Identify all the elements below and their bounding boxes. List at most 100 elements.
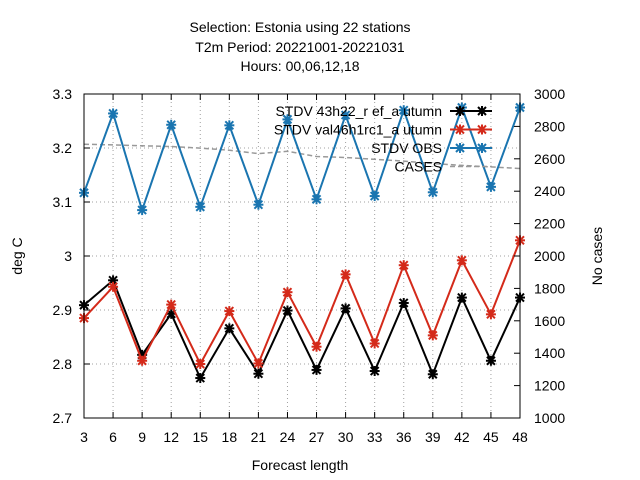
legend: STDV 43h22_r ef_a utumn STDV val46h1rc1_a… <box>274 103 492 175</box>
series-1-point <box>137 355 148 366</box>
y2-tick-label: 1800 <box>534 280 565 296</box>
series-0-point <box>427 369 438 380</box>
plot-frame <box>83 93 521 419</box>
series-1-point <box>485 309 496 320</box>
y2-tick-label: 3000 <box>534 86 565 102</box>
series-3 <box>83 143 521 170</box>
series-3-line <box>83 143 521 170</box>
y-tick-label: 3.1 <box>53 194 73 210</box>
y-tick-label: 3 <box>64 248 72 264</box>
series-0-point <box>340 303 351 314</box>
x-axis-label: Forecast length <box>252 457 349 473</box>
y-tick-label: 2.7 <box>53 410 73 426</box>
x-tick-label: 12 <box>163 429 179 445</box>
series-0-point <box>398 297 409 308</box>
legend-label-1: STDV val46h1rc1_a utumn <box>274 122 442 138</box>
y2-tick-label: 2000 <box>534 248 565 264</box>
y2-tick-label: 2200 <box>534 216 565 232</box>
legend-marker-2 <box>455 143 465 153</box>
series-2-point <box>166 119 177 130</box>
title-line-1: Selection: Estonia using 22 stations <box>189 19 410 35</box>
y-tick-label: 3.3 <box>53 86 73 102</box>
legend-marker-1 <box>477 124 487 135</box>
series-2-point <box>311 194 322 205</box>
x-axis: 3 6 9 12 15 18 21 24 27 30 33 36 39 42 45 48 <box>80 94 528 445</box>
series-2-point <box>195 201 206 212</box>
series-1-point <box>456 255 467 266</box>
series-1-point <box>427 330 438 341</box>
x-tick-label: 33 <box>367 429 383 445</box>
x-tick-label: 36 <box>396 429 412 445</box>
y-tick-label: 2.8 <box>53 356 73 372</box>
series-1-point <box>253 358 264 369</box>
y-tick-label: 3.2 <box>53 140 73 156</box>
x-tick-label: 21 <box>251 429 267 445</box>
y2-tick-label: 1200 <box>534 378 565 394</box>
x-tick-label: 45 <box>483 429 499 445</box>
y2-axis: 1000 1200 1400 1600 1800 2000 2200 2400 2600 2800… <box>514 86 565 426</box>
y2-tick-label: 2600 <box>534 151 565 167</box>
series-0-point <box>456 292 467 303</box>
series-0-point <box>195 373 206 384</box>
legend-marker-0 <box>477 106 487 116</box>
plot-series <box>79 102 525 384</box>
series-0-line <box>83 278 521 381</box>
series-1-point <box>108 281 119 292</box>
y-axis-label: deg C <box>9 237 25 274</box>
series-2-point <box>398 105 409 116</box>
legend-marker-2 <box>477 143 487 153</box>
series-1-point <box>340 269 351 280</box>
legend-label-3: CASES <box>395 159 442 175</box>
x-tick-label: 9 <box>138 429 146 445</box>
series-1-point <box>166 299 177 310</box>
series-2-point <box>224 120 235 131</box>
series-0-point <box>311 364 322 375</box>
series-2-point <box>340 110 351 121</box>
legend-marker-1 <box>455 124 465 135</box>
series-2 <box>79 102 525 216</box>
series-1-point <box>369 338 380 349</box>
title-line-3: Hours: 00,06,12,18 <box>240 58 359 74</box>
legend-marker-0 <box>455 106 465 116</box>
legend-label-0: STDV 43h22_r ef_a utumn <box>275 103 442 119</box>
y2-axis-label: No cases <box>589 227 605 285</box>
x-tick-label: 18 <box>222 429 238 445</box>
x-tick-label: 27 <box>309 429 325 445</box>
y2-tick-label: 2800 <box>534 118 565 134</box>
series-1-point <box>224 306 235 317</box>
series-1-point <box>311 341 322 352</box>
y2-tick-label: 1000 <box>534 410 565 426</box>
series-2-point <box>282 114 293 125</box>
chart-title: Selection: Estonia using 22 stations T2m… <box>189 19 410 74</box>
x-tick-label: 48 <box>512 429 528 445</box>
series-1-line <box>83 239 521 367</box>
x-tick-label: 42 <box>454 429 470 445</box>
series-2-point <box>253 199 264 210</box>
series-0 <box>79 275 525 384</box>
title-line-2: T2m Period: 20221001-20221031 <box>195 39 405 55</box>
series-2-point <box>485 181 496 192</box>
series-1 <box>79 235 525 369</box>
series-0-point <box>253 368 264 379</box>
x-tick-label: 39 <box>425 429 441 445</box>
series-2-point <box>137 205 148 216</box>
series-2-point <box>369 191 380 202</box>
x-tick-label: 6 <box>109 429 117 445</box>
series-2-point <box>108 108 119 119</box>
series-2-line <box>83 104 521 214</box>
grid <box>84 94 520 418</box>
x-tick-label: 15 <box>192 429 208 445</box>
series-0-point <box>282 305 293 316</box>
x-tick-label: 30 <box>338 429 354 445</box>
legend-label-2: STDV OBS <box>371 140 442 156</box>
x-tick-label: 3 <box>80 429 88 445</box>
series-1-point <box>282 287 293 298</box>
y2-tick-label: 2400 <box>534 183 565 199</box>
series-0-point <box>369 366 380 377</box>
y2-tick-label: 1600 <box>534 313 565 329</box>
y-axis: 2.7 2.8 2.9 3 3.1 3.2 3.3 <box>53 86 90 426</box>
x-tick-label: 24 <box>280 429 296 445</box>
series-0-point <box>485 355 496 366</box>
series-0-point <box>224 323 235 334</box>
